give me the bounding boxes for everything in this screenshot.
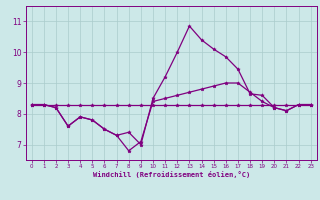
X-axis label: Windchill (Refroidissement éolien,°C): Windchill (Refroidissement éolien,°C) bbox=[92, 171, 250, 178]
